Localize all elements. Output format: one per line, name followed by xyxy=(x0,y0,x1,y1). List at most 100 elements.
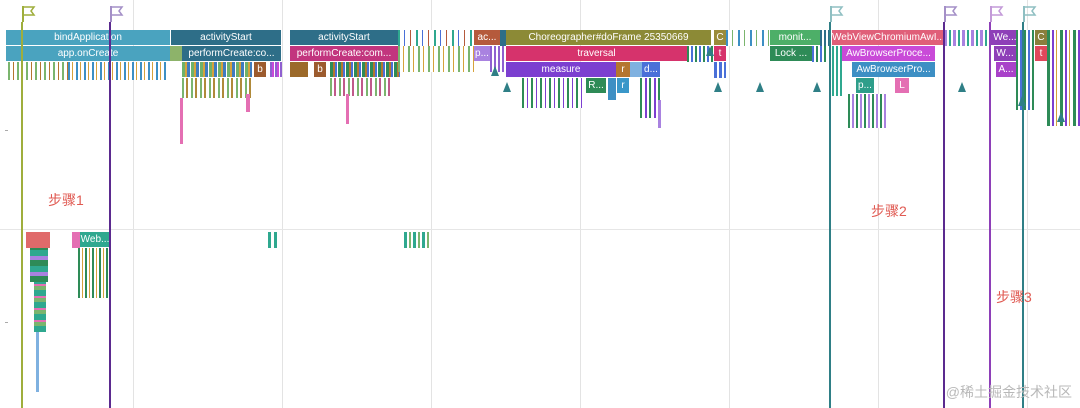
slice-r-short[interactable]: R... xyxy=(586,78,606,93)
slice-measure[interactable]: measure xyxy=(506,62,616,77)
slice-sliver[interactable] xyxy=(182,78,252,98)
slice-sliver[interactable] xyxy=(640,78,662,118)
arrow-icon[interactable] xyxy=(756,82,764,92)
grid-line xyxy=(133,0,134,408)
slice-monit[interactable]: monit... xyxy=(770,30,820,45)
slice-sliver[interactable] xyxy=(330,62,400,77)
slice-r-small[interactable]: r xyxy=(617,78,629,93)
slice-sliver[interactable] xyxy=(832,46,842,96)
slice-activity-start[interactable]: activityStart xyxy=(171,30,281,45)
slice-sliver[interactable] xyxy=(500,30,506,46)
slice-sliver[interactable] xyxy=(182,62,252,77)
slice-web-lower[interactable]: Web... xyxy=(80,232,110,247)
slice-perform-create[interactable]: performCreate:co... xyxy=(182,46,281,61)
slice-c-2[interactable]: C xyxy=(1035,30,1047,45)
slice-sliver[interactable] xyxy=(630,62,642,77)
slice-c[interactable]: C xyxy=(714,30,726,45)
marker-line[interactable] xyxy=(109,22,111,408)
slice-p[interactable]: p... xyxy=(474,46,490,61)
slice-sliver[interactable] xyxy=(522,78,582,108)
arrow-icon[interactable] xyxy=(958,82,966,92)
slice-sliver[interactable] xyxy=(1047,30,1080,126)
slice-we[interactable]: We... xyxy=(991,30,1019,45)
flag-icon[interactable] xyxy=(829,5,845,23)
slice-sliver[interactable] xyxy=(490,46,504,72)
arrow-icon[interactable] xyxy=(714,82,722,92)
slice-sliver[interactable] xyxy=(726,30,770,46)
slice-sliver[interactable] xyxy=(1016,30,1034,110)
annotation-step3: 步骤3 xyxy=(996,289,1032,305)
slice-p-2[interactable]: p... xyxy=(856,78,874,93)
slice-sliver[interactable] xyxy=(330,78,390,96)
track-separator xyxy=(0,229,1080,230)
slice-r[interactable]: r xyxy=(616,62,630,77)
slice-sliver[interactable] xyxy=(72,232,80,248)
slice-sliver[interactable] xyxy=(268,232,280,248)
slice-sliver[interactable] xyxy=(290,62,308,77)
grid-line xyxy=(431,0,432,408)
slice-sliver[interactable] xyxy=(8,62,68,80)
slice-choreographer-doframe[interactable]: Choreographer#doFrame 25350669 xyxy=(506,30,711,45)
flag-icon[interactable] xyxy=(109,5,125,23)
watermark: @稀土掘金技术社区 xyxy=(945,384,1072,400)
slice-sliver[interactable] xyxy=(78,248,110,298)
flag-icon[interactable] xyxy=(21,5,37,23)
arrow-icon[interactable] xyxy=(491,66,499,76)
arrow-icon[interactable] xyxy=(813,82,821,92)
slice-bind-application[interactable]: bindApplication xyxy=(6,30,170,45)
grid-line xyxy=(1027,0,1028,408)
marker-line[interactable] xyxy=(829,22,831,408)
slice-sliver[interactable] xyxy=(246,94,250,112)
slice-aw-browser-process[interactable]: AwBrowserProce... xyxy=(842,46,935,61)
slice-sliver[interactable] xyxy=(270,62,282,77)
slice-aw-browser-pro[interactable]: AwBrowserPro... xyxy=(852,62,935,77)
marker-line[interactable] xyxy=(943,22,945,408)
slice-d[interactable]: d... xyxy=(642,62,660,77)
slice-sliver[interactable] xyxy=(812,46,826,62)
flag-icon[interactable] xyxy=(989,5,1005,23)
grid-line xyxy=(729,0,730,408)
slice-sliver[interactable] xyxy=(944,30,990,46)
slice-sliver[interactable] xyxy=(714,62,726,78)
arrow-icon[interactable] xyxy=(706,46,714,56)
slice-ac[interactable]: ac... xyxy=(474,30,500,45)
slice-sliver[interactable] xyxy=(68,62,168,80)
marker-line[interactable] xyxy=(1022,22,1024,408)
slice-sliver[interactable] xyxy=(404,232,430,248)
arrow-icon[interactable] xyxy=(1018,96,1026,106)
slice-lock[interactable]: Lock ... xyxy=(770,46,812,61)
slice-sliver[interactable] xyxy=(608,78,616,100)
slice-sliver[interactable] xyxy=(30,248,48,282)
slice-sliver[interactable] xyxy=(658,100,661,128)
slice-sliver[interactable] xyxy=(180,98,183,144)
slice-activity-start-2[interactable]: activityStart xyxy=(290,30,398,45)
slice-webview-chromium[interactable]: WebViewChromiumAwI... xyxy=(832,30,944,45)
arrow-icon[interactable] xyxy=(1057,112,1065,122)
arrow-icon[interactable] xyxy=(503,82,511,92)
marker-line[interactable] xyxy=(989,22,991,408)
slice-t-2[interactable]: t xyxy=(1035,46,1047,61)
slice-b[interactable]: b xyxy=(254,62,266,77)
slice-sliver[interactable] xyxy=(398,30,474,46)
slice-a[interactable]: A... xyxy=(996,62,1016,77)
flag-icon[interactable] xyxy=(943,5,959,23)
slice-sliver[interactable] xyxy=(398,46,474,72)
slice-t[interactable]: t xyxy=(714,46,726,61)
slice-sliver[interactable] xyxy=(36,332,39,392)
slice-perform-create-2[interactable]: performCreate:com... xyxy=(290,46,398,61)
annotation-step2: 步骤2 xyxy=(871,203,907,219)
grid-line xyxy=(580,0,581,408)
slice-app-oncreate[interactable]: app.onCreate xyxy=(6,46,170,61)
slice-sliver[interactable] xyxy=(346,94,349,124)
flag-icon[interactable] xyxy=(1022,5,1038,23)
slice-traversal[interactable]: traversal xyxy=(506,46,687,61)
marker-line[interactable] xyxy=(21,22,23,408)
slice-sliver[interactable] xyxy=(170,46,182,61)
slice-w[interactable]: W... xyxy=(994,46,1016,61)
slice-b-2[interactable]: b xyxy=(314,62,326,77)
slice-sliver[interactable] xyxy=(26,232,50,248)
slice-sliver[interactable] xyxy=(848,94,888,128)
slice-l[interactable]: L xyxy=(895,78,909,93)
slice-sliver[interactable] xyxy=(34,282,46,332)
